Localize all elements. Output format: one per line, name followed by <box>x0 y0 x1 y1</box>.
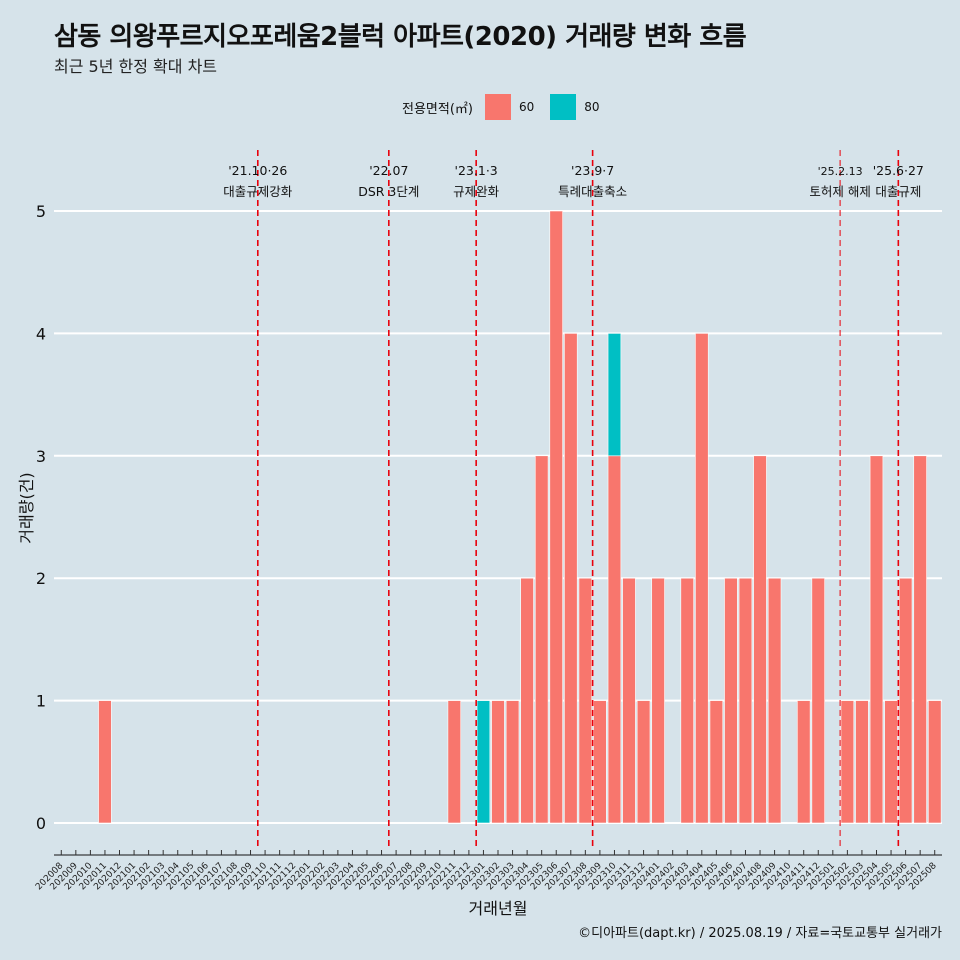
bar-60-202412 <box>811 577 825 824</box>
bar-60-202411 <box>796 700 811 824</box>
bar-60-202303 <box>505 700 520 824</box>
legend: 전용면적(㎡) 60 80 <box>402 94 604 120</box>
bar-60-202307 <box>564 333 578 824</box>
bar-60-202305 <box>534 455 549 824</box>
legend-swatch-80 <box>550 94 577 120</box>
x-axis-title: 거래년월 <box>469 899 528 918</box>
bar-60-202406 <box>724 577 738 824</box>
bar-60-202408 <box>753 455 767 824</box>
bar-60-202401 <box>651 577 665 824</box>
y-tick-label: 2 <box>36 569 46 588</box>
bar-60-202404 <box>695 333 709 824</box>
bar-60-202504 <box>869 455 884 824</box>
bar-60-202306 <box>549 210 563 824</box>
bar-60-202502 <box>840 700 855 824</box>
bar-60-202309 <box>593 700 607 824</box>
bar-60-202312 <box>636 700 651 824</box>
bar-60-202409 <box>767 577 782 824</box>
bar-60-202405 <box>709 700 724 824</box>
bar-60-202211 <box>447 700 462 824</box>
bar-60-202503 <box>855 700 869 824</box>
bar-60-202407 <box>738 577 753 824</box>
y-axis-title: 거래량(건) <box>17 472 36 543</box>
event-date-label: '22.07 <box>369 163 408 178</box>
legend-item-60: 60 <box>484 94 538 120</box>
bar-60-202505 <box>884 700 898 824</box>
y-tick-label: 5 <box>36 202 46 221</box>
bar-60-202304 <box>520 577 534 824</box>
event-text-label: 토허제 해제 <box>809 184 870 199</box>
y-tick-label: 4 <box>36 324 46 343</box>
bar-60-202403 <box>680 577 694 824</box>
event-text-label: 규제완화 <box>453 184 500 199</box>
y-tick-label: 0 <box>36 814 46 833</box>
bar-80-202301 <box>476 700 491 824</box>
event-date-label: '25.2.13 <box>818 165 863 178</box>
bar-60-202508 <box>928 700 942 824</box>
bar-60-202308 <box>578 577 593 824</box>
legend-title: 전용면적(㎡) <box>402 101 473 117</box>
bar-60-202507 <box>913 455 927 824</box>
chart-title: 삼동 의왕푸르지오포레움2블럭 아파트(2020) 거래량 변화 흐름 <box>54 22 747 52</box>
event-date-label: '23.1·3 <box>455 163 498 178</box>
legend-label-80: 80 <box>584 100 600 114</box>
event-text-label: 대출규제강화 <box>223 184 293 199</box>
event-date-label: '25.6·27 <box>873 163 924 178</box>
legend-item-80: 80 <box>550 94 603 120</box>
bar-60-202310 <box>607 455 622 824</box>
event-text-label: 특례대출축소 <box>558 184 627 199</box>
event-date-label: '21.10·26 <box>228 163 287 178</box>
event-date-label: '23.9·7 <box>571 163 614 178</box>
y-tick-label: 1 <box>36 692 46 711</box>
bar-80-202310 <box>607 333 622 457</box>
legend-swatch-60 <box>484 94 511 120</box>
bar-60-202311 <box>622 577 636 824</box>
event-text-label: 대출규제 <box>875 184 921 199</box>
legend-label-60: 60 <box>518 100 535 114</box>
chart-subtitle: 최근 5년 한정 확대 차트 <box>54 57 218 76</box>
bar-60-202506 <box>898 577 913 824</box>
source-caption: ©디아파트(dapt.kr) / 2025.08.19 / 자료=국토교통부 실… <box>578 926 942 941</box>
y-tick-label: 3 <box>36 447 46 466</box>
bar-60-202302 <box>491 700 505 824</box>
event-text-label: DSR 3단계 <box>358 184 419 199</box>
bar-60-202011 <box>98 700 112 824</box>
